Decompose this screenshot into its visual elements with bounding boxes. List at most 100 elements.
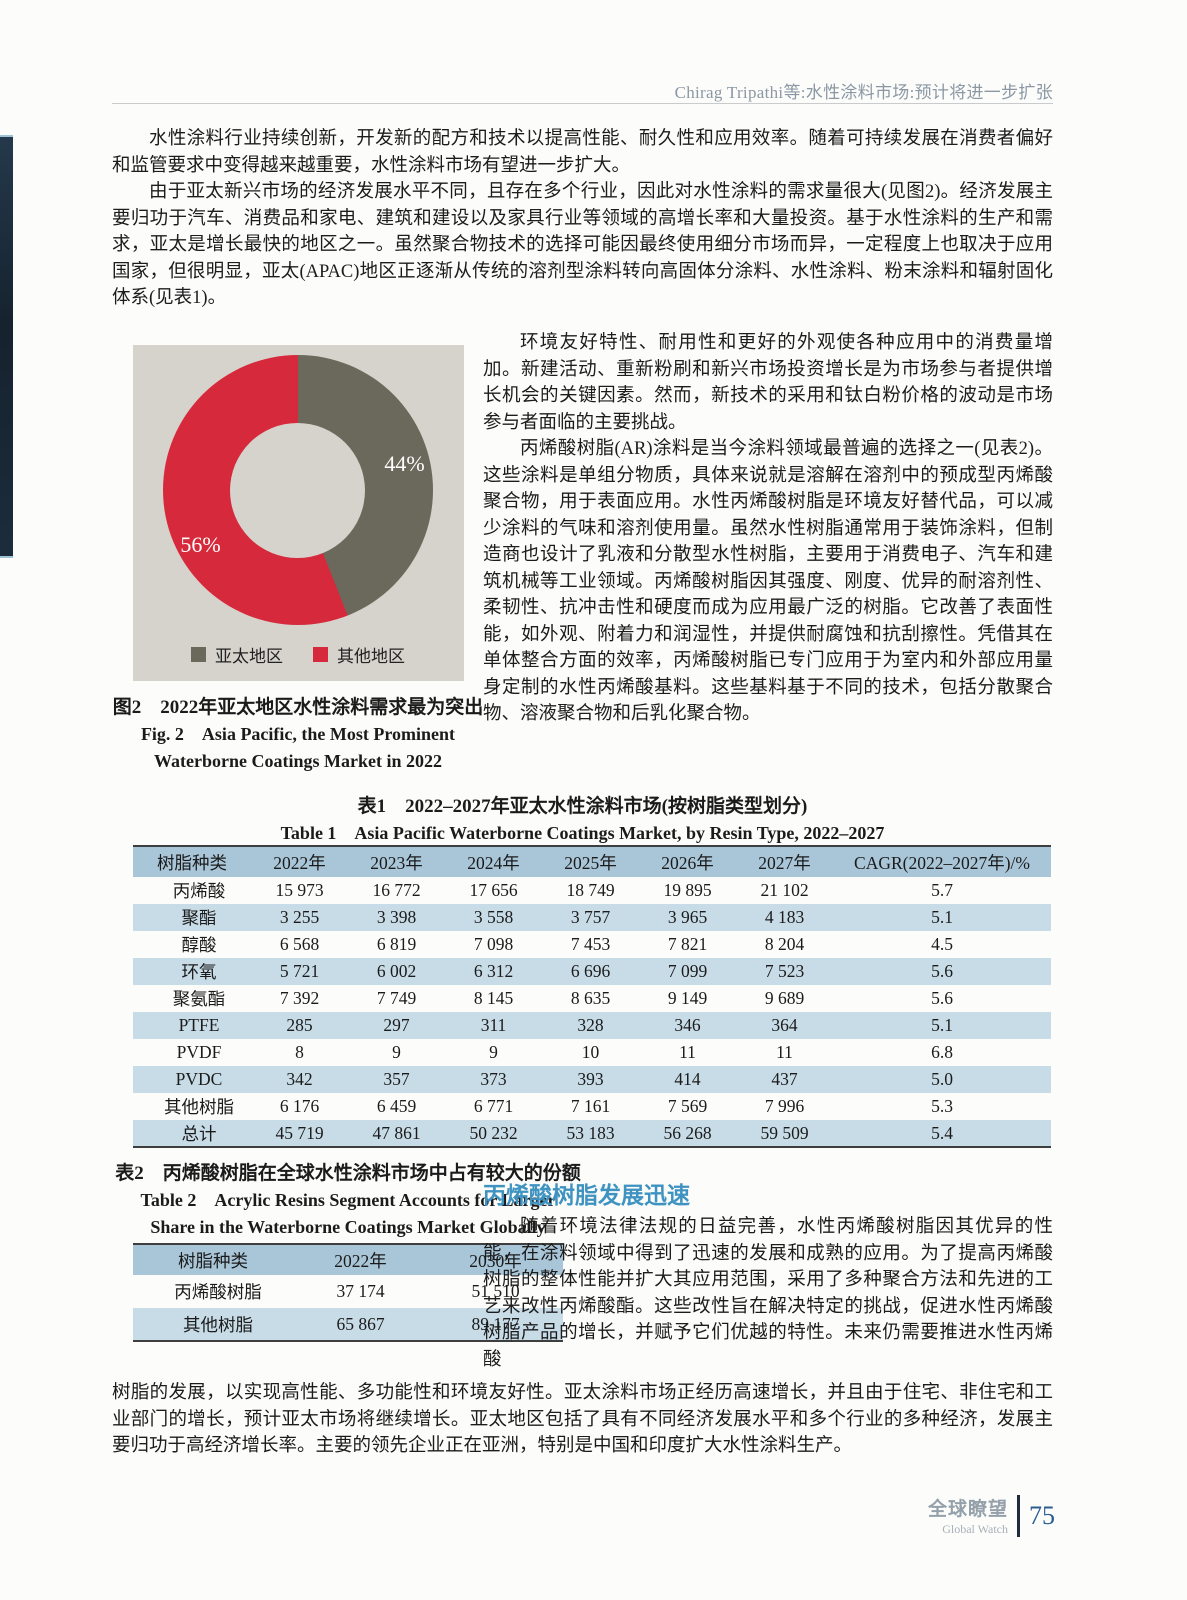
table-row: 其他树脂 65 867 89 177 — [133, 1308, 563, 1341]
cell: 47 861 — [348, 1120, 445, 1147]
footer-journal-en: Global Watch — [942, 1522, 1008, 1536]
cell: 7 569 — [667, 1096, 708, 1116]
cell: 414 — [639, 1066, 736, 1093]
cell: 6 176 — [279, 1096, 320, 1116]
cell: 15 973 — [275, 880, 324, 900]
table-1-title-en: Table 1 Asia Pacific Waterborne Coatings… — [280, 823, 885, 843]
row-label: 聚氨酯 — [172, 989, 226, 1009]
cell: 9 — [489, 1042, 498, 1062]
table-2-title-en-line2: Share in the Waterborne Coatings Market … — [150, 1217, 546, 1237]
decorative-side-bar — [0, 135, 13, 558]
cell: 342 — [251, 1066, 348, 1093]
paragraph: 环境友好特性、耐用性和更好的外观使各种应用中的消费量增加。新建活动、重新粉刷和新… — [483, 333, 1053, 433]
cell: 3 255 — [251, 904, 348, 931]
cell: 364 — [736, 1012, 833, 1039]
cell: 59 509 — [736, 1120, 833, 1147]
table-row: 聚氨酯 7 392 7 749 8 145 8 635 9 149 9 689 … — [133, 985, 1051, 1012]
footer-divider-bar — [1017, 1494, 1020, 1537]
donut-hole — [230, 422, 365, 558]
cell: 19 895 — [663, 880, 712, 900]
cell: 297 — [348, 1012, 445, 1039]
figure-2: 44% 56% 亚太地区 其他地区 图2 2022年亚太地区水性涂料需求最为突出… — [108, 345, 488, 775]
cell: 7 749 — [376, 988, 417, 1008]
intro-paragraphs: 水性涂料行业持续创新，开发新的配方和技术以提高性能、耐久性和应用效率。随着可持续… — [112, 126, 1053, 312]
paragraph: 随着环境法律法规的日益完善，水性丙烯酸树脂因其优异的性能，在涂料领域中得到了迅速… — [483, 1217, 1053, 1370]
cell: 10 — [581, 1042, 600, 1062]
legend-item-apac: 亚太地区 — [191, 642, 283, 667]
figure-caption-en-line1: Fig. 2 Asia Pacific, the Most Prominent — [140, 724, 456, 744]
cell: 4 183 — [736, 904, 833, 931]
table-row: PVDC 342 357 373 393 414 437 5.0 — [133, 1066, 1051, 1093]
cell: 7 161 — [570, 1096, 611, 1116]
paragraph: 丙烯酸树脂(AR)涂料是当今涂料领域最普遍的选择之一(见表2)。这些涂料是单组分… — [483, 439, 1053, 724]
row-label: 醇酸 — [181, 935, 217, 955]
cell: 6 696 — [542, 958, 639, 985]
column-header: 2026年 — [639, 846, 736, 877]
legend-swatch-apac-icon — [191, 647, 206, 662]
cell: 5 721 — [251, 958, 348, 985]
table-2-title: 表2 丙烯酸树脂在全球水性涂料市场中占有较大的份额 Table 2 Acryli… — [112, 1160, 584, 1241]
cell: 56 268 — [639, 1120, 736, 1147]
cell: 6 771 — [473, 1096, 514, 1116]
cell: 5.0 — [833, 1066, 1051, 1093]
cell: 37 174 — [336, 1281, 385, 1301]
column-header: 2022年 — [251, 846, 348, 877]
column-header: CAGR(2022–2027年)/% — [833, 846, 1051, 877]
cell: 17 656 — [469, 880, 518, 900]
cell: 6.8 — [931, 1042, 953, 1062]
column-header: 2030年 — [428, 1244, 563, 1275]
table-row-total: 总计 45 719 47 861 50 232 53 183 56 268 59… — [133, 1120, 1051, 1147]
cell: 21 102 — [760, 880, 809, 900]
figure-caption-en-line2: Waterborne Coatings Market in 2022 — [154, 751, 442, 771]
row-label: 聚酯 — [133, 904, 251, 931]
cell: 6 002 — [348, 958, 445, 985]
cell: 7 821 — [667, 934, 708, 954]
figure-2-panel: 44% 56% 亚太地区 其他地区 — [132, 345, 464, 681]
slice-label-other: 56% — [180, 532, 221, 557]
running-head: Chirag Tripathi等:水性涂料市场:预计将进一步扩张 — [674, 83, 1053, 102]
cell: 5.1 — [833, 904, 1051, 931]
cell: 5.7 — [931, 880, 953, 900]
cell: 53 183 — [542, 1120, 639, 1147]
cell: 8 204 — [764, 934, 805, 954]
cell: 5.4 — [833, 1120, 1051, 1147]
table-2-title-cn: 表2 丙烯酸树脂在全球水性涂料市场中占有较大的份额 — [115, 1163, 581, 1184]
cell: 3 398 — [348, 904, 445, 931]
footer-journal-name: 全球瞭望 Global Watch — [928, 1494, 1008, 1537]
cell: 3 965 — [639, 904, 736, 931]
row-label: 总计 — [133, 1120, 251, 1147]
cell: 11 — [679, 1042, 696, 1062]
cell: 51 510 — [471, 1281, 520, 1301]
cell: 18 749 — [566, 880, 615, 900]
legend-swatch-other-icon — [313, 647, 328, 662]
cell: 16 772 — [372, 880, 421, 900]
cell: 393 — [542, 1066, 639, 1093]
table-header-row: 树脂种类 2022年 2030年 — [133, 1244, 563, 1275]
column-header: 树脂种类 — [133, 846, 251, 877]
row-label: 其他树脂 — [164, 1097, 234, 1117]
row-label: PTFE — [133, 1012, 251, 1039]
table-row: 丙烯酸 15 973 16 772 17 656 18 749 19 895 2… — [133, 877, 1051, 904]
cell: 3 757 — [542, 904, 639, 931]
cell: 65 867 — [293, 1308, 428, 1341]
cell: 9 689 — [764, 988, 805, 1008]
cell: 373 — [445, 1066, 542, 1093]
cell: 7 098 — [473, 934, 514, 954]
cell: 6 312 — [445, 958, 542, 985]
section-heading: 丙烯酸树脂发展迅速 — [483, 1182, 690, 1208]
cell: 6 819 — [376, 934, 417, 954]
row-label: 其他树脂 — [133, 1308, 293, 1341]
donut-chart — [162, 355, 433, 625]
cell: 437 — [736, 1066, 833, 1093]
section-paragraphs: 随着环境法律法规的日益完善，水性丙烯酸树脂因其优异的性能，在涂料领域中得到了迅速… — [483, 1214, 1053, 1373]
table-row: 丙烯酸树脂 37 174 51 510 — [133, 1275, 563, 1308]
table-1-title: 表1 2022–2027年亚太水性涂料市场(按树脂类型划分) Table 1 A… — [112, 793, 1053, 847]
paragraph: 树脂的发展，以实现高性能、多功能性和环境友好性。亚太涂料市场正经历高速增长，并且… — [112, 1383, 1053, 1456]
right-column-paragraphs: 环境友好特性、耐用性和更好的外观使各种应用中的消费量增加。新建活动、重新粉刷和新… — [483, 330, 1053, 728]
cell: 7 453 — [570, 934, 611, 954]
page-footer: 全球瞭望 Global Watch 75 — [880, 1494, 1055, 1537]
cell: 8 — [295, 1042, 304, 1062]
column-header: 2027年 — [736, 846, 833, 877]
footer-journal-cn: 全球瞭望 — [927, 1499, 1008, 1520]
